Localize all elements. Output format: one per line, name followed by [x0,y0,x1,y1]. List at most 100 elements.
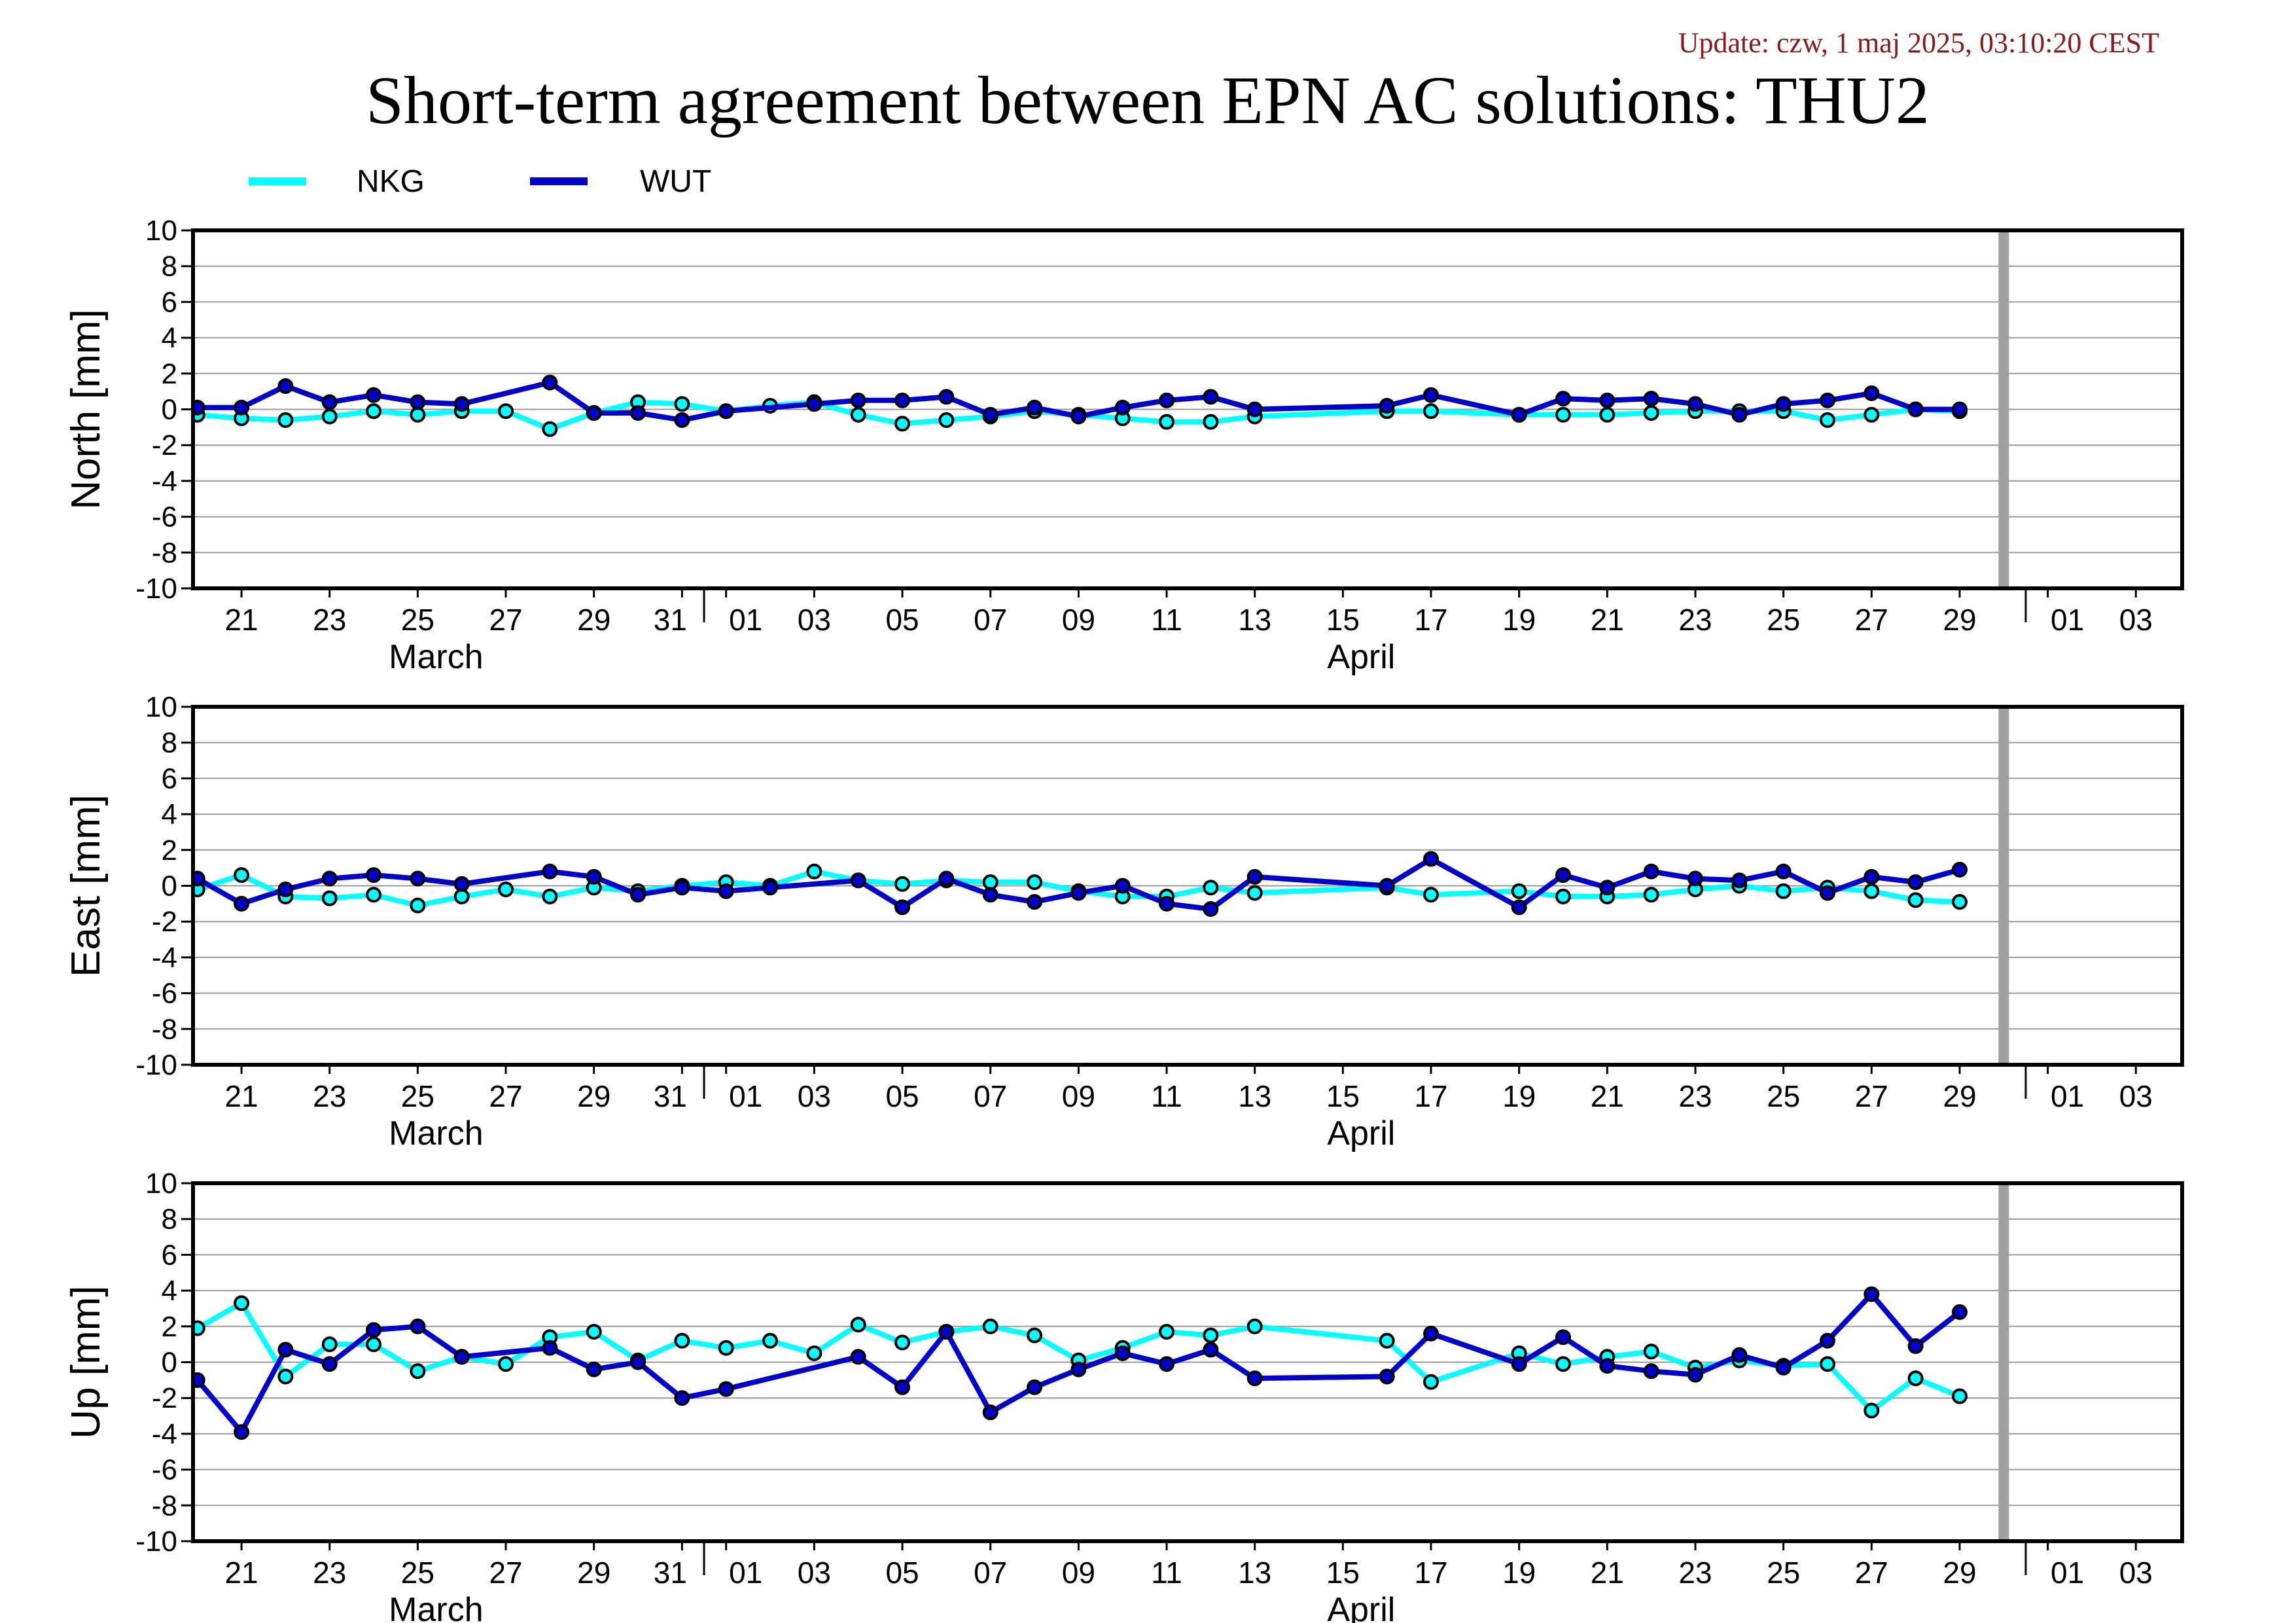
data-point-wut [542,374,558,391]
data-point-wut [193,870,205,887]
y-tick-label: 4 [162,1275,177,1307]
legend-label-nkg: NKG [357,164,425,199]
data-point-nkg [1159,1324,1175,1340]
data-point-wut [1643,1363,1659,1380]
y-tick-label: 2 [162,358,177,390]
data-point-wut [1599,392,1616,408]
data-point-nkg [806,1345,822,1361]
month-label: April [1327,1115,1395,1152]
x-tick-label: 19 [1502,1079,1536,1113]
data-point-wut [1775,396,1792,412]
x-tick-label: 21 [1591,1079,1624,1113]
data-point-wut [366,1322,382,1338]
data-point-wut [1246,401,1263,418]
data-point-wut [1379,1368,1395,1385]
y-tick-label: -4 [152,465,177,497]
data-point-wut [982,887,998,903]
data-point-wut [850,872,866,889]
data-point-wut [894,392,911,408]
data-point-wut [1114,1345,1131,1361]
data-point-wut [410,394,426,410]
data-point-wut [938,870,955,887]
data-point-nkg [193,1320,205,1336]
series-wut [193,374,1968,428]
x-tick-label: 23 [1678,1556,1712,1590]
x-tick-label: 13 [1238,1079,1271,1113]
y-tick-label: 6 [162,762,177,794]
data-point-wut [718,1381,734,1397]
series-wut [193,851,1968,918]
month-label: March [389,1591,483,1623]
data-point-wut [982,1404,998,1421]
data-point-nkg [894,876,911,892]
x-tick-label: 29 [1943,1079,1976,1113]
y-tick-label: -6 [152,978,177,1010]
data-point-nkg [894,416,911,432]
x-tick-label: 05 [885,1079,919,1113]
data-point-nkg [806,863,822,880]
data-point-wut [674,880,690,896]
current-date-marker [1998,707,2009,1065]
data-point-wut [630,1354,646,1370]
x-tick-label: 27 [489,603,522,637]
data-point-wut [1027,1379,1043,1395]
update-timestamp: Update: czw, 1 maj 2025, 03:10:20 CEST [1678,27,2159,59]
data-point-wut [1159,1356,1175,1372]
y-tick-label: 2 [162,1311,177,1343]
data-point-wut [193,1372,205,1388]
data-point-nkg [1863,883,1880,899]
data-point-wut [1070,408,1087,425]
data-point-wut [630,887,646,903]
data-point-nkg [542,888,558,904]
y-tick-label: 2 [162,834,177,866]
data-point-nkg [1423,887,1439,903]
data-point-nkg [1027,1327,1043,1344]
y-axis-title: East [mm] [63,794,109,977]
x-tick-label: 25 [401,1079,434,1113]
data-point-wut [586,1361,602,1378]
y-tick-label: -2 [152,1382,177,1414]
data-point-wut [1070,885,1087,901]
data-point-nkg [1555,888,1571,904]
data-point-wut [1599,880,1616,896]
plot-frame [191,1181,2184,1543]
data-point-nkg [366,403,382,419]
data-point-wut [453,1349,470,1365]
data-point-wut [982,406,998,423]
y-tick-label: 0 [162,1347,177,1379]
data-point-nkg [1423,1374,1439,1390]
data-point-nkg [674,1332,690,1349]
y-tick-label: 8 [162,251,177,283]
data-point-wut [1819,1332,1835,1349]
data-point-wut [1907,401,1924,418]
data-point-nkg [1555,406,1571,423]
x-tick-label: 23 [1678,1079,1712,1113]
data-point-nkg [321,1336,338,1353]
data-point-wut [630,404,646,421]
data-point-wut [1114,399,1131,416]
data-point-nkg [453,888,470,904]
data-point-wut [1863,868,1880,885]
x-tick-label: 01 [729,603,762,637]
data-point-nkg [234,867,250,883]
data-point-nkg [498,1356,514,1372]
data-point-wut [1070,1361,1087,1378]
data-point-wut [1159,895,1175,912]
data-point-nkg [1555,1356,1571,1372]
y-tick-label: 4 [162,798,177,830]
x-tick-label: 07 [974,1079,1007,1113]
data-point-nkg [1863,1402,1880,1419]
data-point-wut [1203,901,1219,918]
data-point-wut [674,412,690,428]
x-tick-label: 05 [885,603,919,637]
data-point-wut [1643,391,1659,407]
data-point-nkg [1246,885,1263,901]
panel-north: -10 -8 -6 -4 -20 2 4 68 10 21 23 25 27 29 31 01 03 05 07 09… [63,215,2184,676]
data-point-wut [1599,1357,1616,1374]
data-point-wut [1863,1286,1880,1302]
x-tick-label: 21 [224,603,258,637]
x-tick-label: 23 [1678,603,1712,637]
data-point-wut [542,863,558,880]
x-tick-label: 07 [974,1556,1007,1590]
